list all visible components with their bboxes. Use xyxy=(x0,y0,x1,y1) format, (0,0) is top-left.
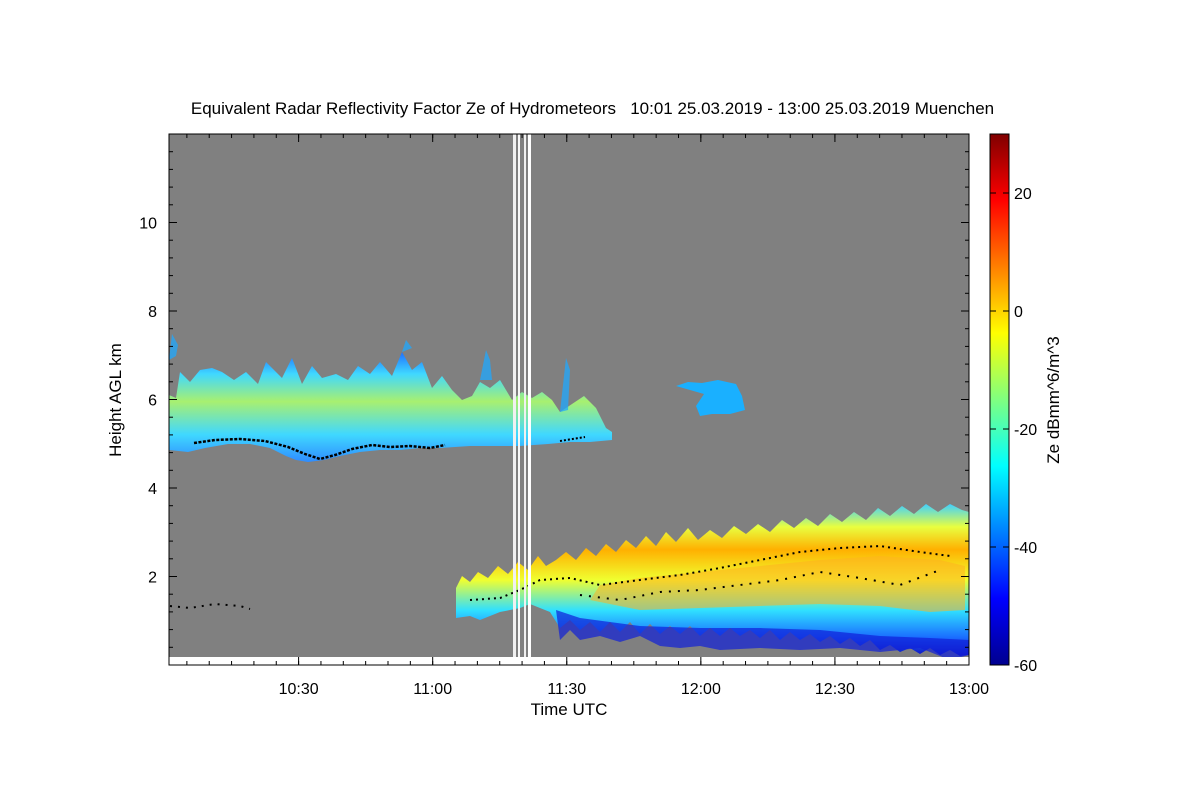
y-axis-ticks: 2 4 6 8 10 xyxy=(139,216,969,587)
small-cloud-patch xyxy=(676,380,745,416)
data-gap-stripe xyxy=(524,134,526,665)
upper-cloud-base-dots-2 xyxy=(559,436,586,442)
minor-ticks xyxy=(169,133,970,666)
x-axis-label: Time UTC xyxy=(531,700,608,719)
colorbar-ticks: -60 -40 -20 0 20 xyxy=(990,186,1037,675)
x-axis-ticks: 10:30 11:00 11:30 12:00 12:30 13:00 xyxy=(279,134,989,698)
colorbar-tick-label: -40 xyxy=(1014,540,1037,557)
y-tick-label: 6 xyxy=(148,393,157,410)
upper-cloud-layer xyxy=(169,352,612,462)
colorbar-tick-label: -60 xyxy=(1014,658,1037,675)
y-tick-label: 10 xyxy=(139,216,157,233)
x-tick-label: 11:00 xyxy=(413,681,452,698)
x-tick-label: 12:00 xyxy=(681,681,721,698)
data-gap-stripe xyxy=(513,134,516,665)
y-tick-label: 8 xyxy=(148,304,157,321)
early-low-dots xyxy=(169,602,251,610)
y-tick-label: 2 xyxy=(148,570,157,587)
lower-layer-core xyxy=(590,556,965,612)
colorbar-tick-label: 0 xyxy=(1014,304,1023,321)
y-tick-label: 4 xyxy=(148,481,157,498)
x-tick-label: 13:00 xyxy=(949,681,989,698)
y-axis-label: Height AGL km xyxy=(106,343,125,457)
x-tick-label: 11:30 xyxy=(547,681,586,698)
x-tick-label: 10:30 xyxy=(279,681,319,698)
colorbar xyxy=(989,133,1010,666)
upper-cloud-base-dots xyxy=(193,437,446,461)
colorbar-label: Ze dBmm^6/m^3 xyxy=(1044,336,1063,463)
chart-title: Equivalent Radar Reflectivity Factor Ze … xyxy=(190,99,995,118)
lower-layer-scatter-dots xyxy=(579,569,941,602)
data-gap-stripe xyxy=(518,134,520,665)
colorbar-tick-label: -20 xyxy=(1014,422,1037,439)
colorbar-tick-label: 20 xyxy=(1014,186,1032,203)
data-gap-stripe xyxy=(528,134,531,665)
lower-layer-base-fringe xyxy=(556,610,969,660)
upper-cloud-top-fringe xyxy=(169,334,570,412)
x-tick-label: 12:30 xyxy=(815,681,855,698)
bottom-missing-strip xyxy=(169,657,969,665)
